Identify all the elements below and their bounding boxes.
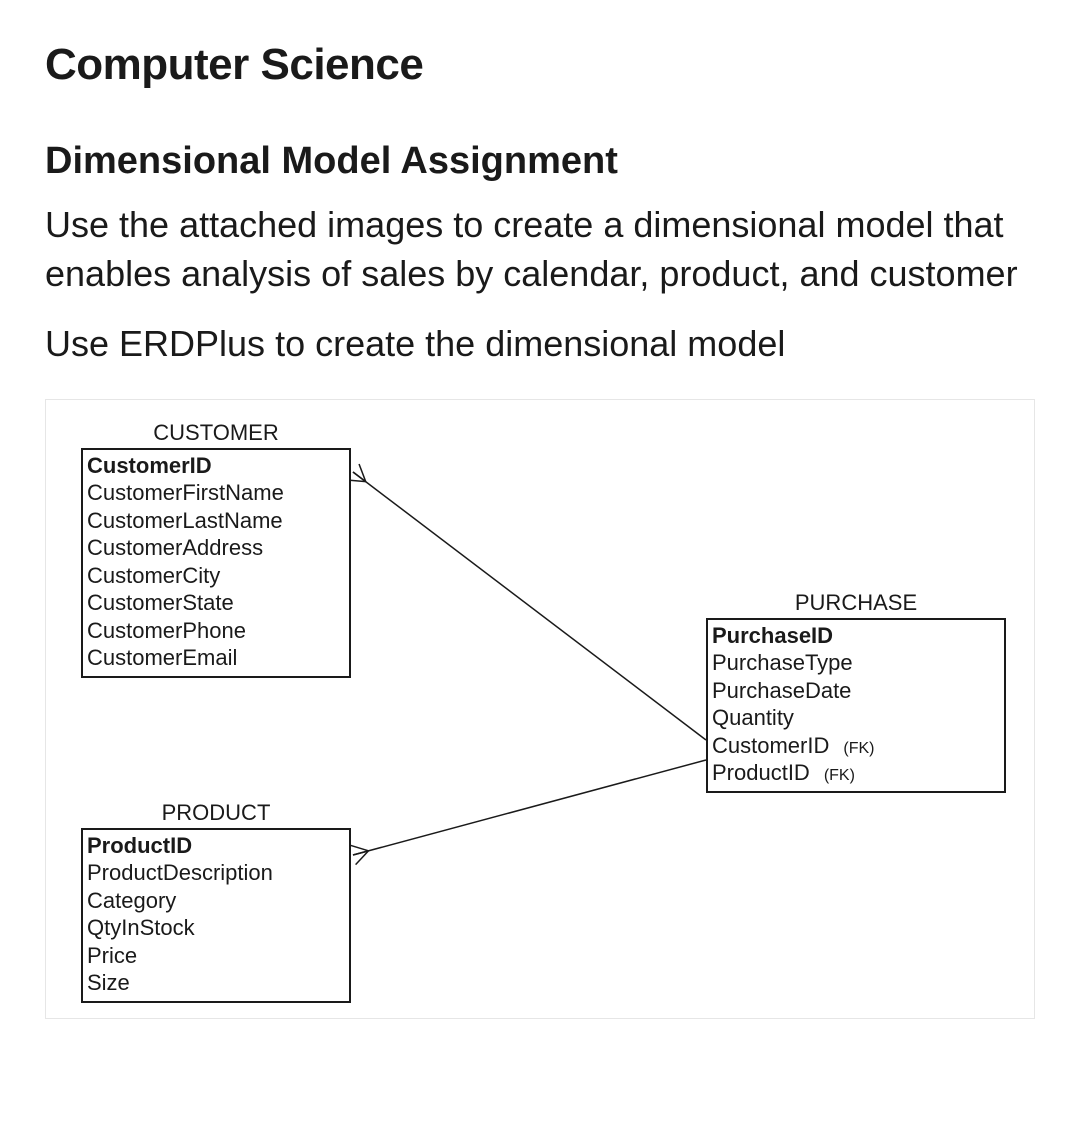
attr-purchase-5: ProductID (FK) [712, 759, 998, 787]
attr-label: CustomerEmail [87, 645, 237, 670]
entity-product: PRODUCT ProductIDProductDescription Catego… [81, 800, 351, 1003]
attr-product-5: Size [87, 969, 343, 997]
entity-purchase: PURCHASE PurchaseIDPurchaseType PurchaseDa… [706, 590, 1006, 793]
attr-purchase-4: CustomerID (FK) [712, 732, 998, 760]
attr-label: Quantity [712, 705, 794, 730]
attr-label: CustomerLastName [87, 508, 283, 533]
attr-label: PurchaseDate [712, 678, 851, 703]
attr-product-0: ProductID [87, 832, 343, 860]
attr-customer-4: CustomerCity [87, 562, 343, 590]
attr-purchase-2: PurchaseDate [712, 677, 998, 705]
attr-purchase-1: PurchaseType [712, 649, 998, 677]
entity-title-customer: CUSTOMER [81, 420, 351, 448]
attr-label: CustomerFirstName [87, 480, 284, 505]
attr-label: PurchaseID [712, 623, 833, 648]
attr-label: CustomerCity [87, 563, 220, 588]
attr-label: Size [87, 970, 130, 995]
attr-customer-2: CustomerLastName [87, 507, 343, 535]
assignment-subtitle: Dimensional Model Assignment [45, 140, 1035, 183]
attr-label: CustomerAddress [87, 535, 263, 560]
attr-purchase-0: PurchaseID [712, 622, 998, 650]
erd-diagram: CUSTOMERCustomerIDCustomerFirstNameCusto… [45, 399, 1035, 1019]
attr-label: CustomerID [87, 453, 212, 478]
attr-product-4: Price [87, 942, 343, 970]
page-title: Computer Science [45, 40, 1035, 90]
attr-product-3: QtyInStock [87, 914, 343, 942]
attr-customer-1: CustomerFirstName [87, 479, 343, 507]
attr-fk: (FK) [843, 740, 874, 757]
attr-customer-7: CustomerEmail [87, 644, 343, 672]
entity-customer: CUSTOMERCustomerIDCustomerFirstNameCusto… [81, 420, 351, 678]
attr-label: QtyInStock [87, 915, 195, 940]
attr-customer-3: CustomerAddress [87, 534, 343, 562]
attr-label: Price [87, 943, 137, 968]
attr-label: Category [87, 888, 176, 913]
attr-label: CustomerPhone [87, 618, 246, 643]
assignment-paragraph-2: Use ERDPlus to create the dimensional mo… [45, 320, 1035, 369]
attr-label: CustomerID [712, 733, 829, 758]
attr-customer-5: CustomerState [87, 589, 343, 617]
attr-label: ProductDescription [87, 860, 273, 885]
attr-purchase-3: Quantity [712, 704, 998, 732]
entity-box-purchase: PurchaseIDPurchaseType PurchaseDateQuanti… [706, 618, 1006, 793]
attr-label: ProductID [712, 760, 810, 785]
assignment-paragraph-1: Use the attached images to create a dime… [45, 201, 1035, 298]
entity-title-purchase: PURCHASE [706, 590, 1006, 618]
entity-box-customer: CustomerIDCustomerFirstName CustomerLastN… [81, 448, 351, 678]
attr-product-1: ProductDescription [87, 859, 343, 887]
attr-fk: (FK) [824, 767, 855, 784]
attr-label: PurchaseType [712, 650, 853, 675]
entity-title-product: PRODUCT [81, 800, 351, 828]
attr-customer-0: CustomerID [87, 452, 343, 480]
attr-customer-6: CustomerPhone [87, 617, 343, 645]
attr-label: CustomerState [87, 590, 234, 615]
attr-product-2: Category [87, 887, 343, 915]
attr-label: ProductID [87, 833, 192, 858]
entity-box-product: ProductIDProductDescription CategoryQtyIn… [81, 828, 351, 1003]
